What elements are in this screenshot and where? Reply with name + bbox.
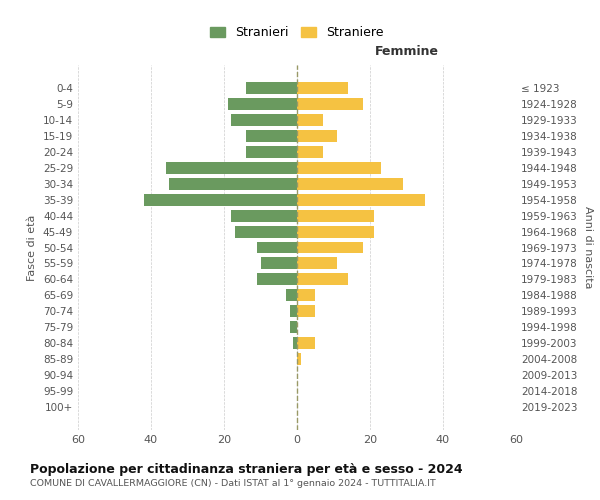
Bar	[260, 258, 297, 270]
Bar	[297, 226, 374, 237]
Bar	[286, 290, 297, 302]
Bar	[297, 194, 425, 205]
Bar	[297, 82, 348, 94]
Y-axis label: Anni di nascita: Anni di nascita	[583, 206, 593, 289]
Bar	[297, 162, 381, 173]
Bar	[257, 242, 297, 254]
Bar	[144, 194, 297, 205]
Bar	[297, 130, 337, 141]
Bar	[290, 322, 297, 334]
Bar	[257, 274, 297, 285]
Bar	[297, 354, 301, 366]
Bar	[290, 306, 297, 318]
Text: COMUNE DI CAVALLERMAGGIORE (CN) - Dati ISTAT al 1° gennaio 2024 - TUTTITALIA.IT: COMUNE DI CAVALLERMAGGIORE (CN) - Dati I…	[30, 479, 436, 488]
Bar	[293, 338, 297, 349]
Text: Popolazione per cittadinanza straniera per età e sesso - 2024: Popolazione per cittadinanza straniera p…	[30, 462, 463, 475]
Bar	[246, 130, 297, 141]
Text: Femmine: Femmine	[374, 44, 439, 58]
Bar	[297, 258, 337, 270]
Bar	[297, 242, 362, 254]
Bar	[297, 114, 323, 126]
Y-axis label: Fasce di età: Fasce di età	[28, 214, 37, 280]
Bar	[297, 98, 362, 110]
Bar	[297, 210, 374, 222]
Bar	[297, 290, 315, 302]
Bar	[246, 146, 297, 158]
Bar	[297, 338, 315, 349]
Legend: Stranieri, Straniere: Stranieri, Straniere	[205, 21, 389, 44]
Bar	[297, 178, 403, 190]
Bar	[232, 114, 297, 126]
Bar	[169, 178, 297, 190]
Bar	[227, 98, 297, 110]
Bar	[297, 306, 315, 318]
Bar	[235, 226, 297, 237]
Bar	[166, 162, 297, 173]
Bar	[232, 210, 297, 222]
Bar	[297, 146, 323, 158]
Bar	[246, 82, 297, 94]
Bar	[297, 274, 348, 285]
